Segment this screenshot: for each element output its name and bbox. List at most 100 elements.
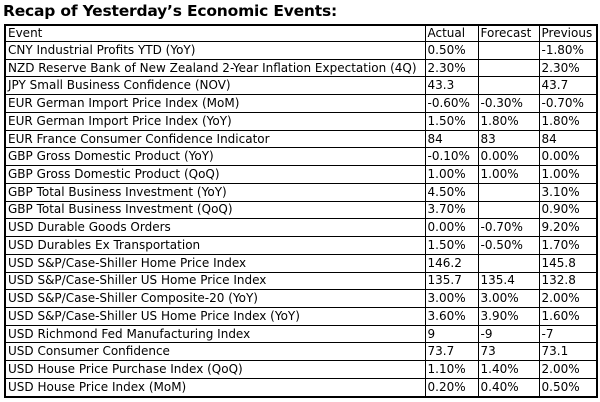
table-body: CNY Industrial Profits YTD (YoY) 0.50% -1.… [4,41,598,398]
actual-cell: -0.60% [424,94,479,113]
event-cell: USD S&P/Case-Shiller Home Price Index [4,253,426,273]
table-row: USD Durable Goods Orders 0.00% -0.70% 9.20% [4,218,598,238]
event-cell: USD House Price Index (MoM) [4,377,426,398]
forecast-cell: 3.90% [477,307,540,326]
table-row: USD S&P/Case-Shiller US Home Price Index… [4,307,598,326]
actual-cell: 0.00% [424,218,479,238]
previous-cell: -0.70% [538,94,598,113]
table-row: CNY Industrial Profits YTD (YoY) 0.50% -1.… [4,41,598,60]
page-title: Recap of Yesterday’s Economic Events: [3,2,338,20]
event-cell: USD Durables Ex Transportation [4,236,426,255]
column-header-event: Event [4,24,426,42]
column-header-actual: Actual [424,24,479,42]
event-cell: EUR German Import Price Index (MoM) [4,94,426,113]
previous-cell: 0.90% [538,200,598,220]
forecast-cell [477,76,540,96]
previous-cell: 132.8 [538,271,598,291]
forecast-cell [477,200,540,220]
previous-cell: 43.7 [538,76,598,96]
previous-cell: 2.30% [538,58,598,78]
table-row: USD S&P/Case-Shiller US Home Price Index… [4,271,598,291]
table-row: GBP Total Business Investment (QoQ) 3.70%… [4,200,598,220]
previous-cell: 145.8 [538,253,598,273]
event-cell: USD S&P/Case-Shiller US Home Price Index… [4,307,426,326]
actual-cell: 3.00% [424,289,479,309]
event-cell: NZD Reserve Bank of New Zealand 2-Year I… [4,58,426,78]
forecast-cell [477,253,540,273]
table-row: JPY Small Business Confidence (NOV) 43.3 4… [4,76,598,96]
forecast-cell: 73 [477,342,540,362]
actual-cell: 3.70% [424,200,479,220]
table-row: USD House Price Index (MoM) 0.20% 0.40% 0.5… [4,377,598,398]
event-cell: GBP Total Business Investment (YoY) [4,182,426,202]
previous-cell: 1.00% [538,165,598,184]
event-cell: CNY Industrial Profits YTD (YoY) [4,41,426,60]
table-header-row: Event Actual Forecast Previous [4,24,598,42]
table-row: USD Consumer Confidence 73.7 73 73.1 [4,342,598,362]
actual-cell: 43.3 [424,76,479,96]
forecast-cell [477,182,540,202]
actual-cell: 3.60% [424,307,479,326]
actual-cell: 1.10% [424,360,479,379]
forecast-cell: 135.4 [477,271,540,291]
actual-cell: 0.50% [424,41,479,60]
actual-cell: 146.2 [424,253,479,273]
forecast-cell: 1.80% [477,111,540,131]
table-row: EUR German Import Price Index (YoY) 1.50%… [4,111,598,131]
table-row: EUR France Consumer Confidence Indicator… [4,129,598,149]
actual-cell: 0.20% [424,377,479,398]
previous-cell: 9.20% [538,218,598,238]
previous-cell: 0.00% [538,147,598,167]
previous-cell: 2.00% [538,360,598,379]
previous-cell: 1.60% [538,307,598,326]
event-cell: GBP Gross Domestic Product (QoQ) [4,165,426,184]
previous-cell: 3.10% [538,182,598,202]
forecast-cell: 3.00% [477,289,540,309]
table-row: USD House Price Purchase Index (QoQ) 1.10… [4,360,598,379]
table-row: USD Richmond Fed Manufacturing Index 9 -9-… [4,324,598,344]
event-cell: EUR German Import Price Index (YoY) [4,111,426,131]
actual-cell: 9 [424,324,479,344]
table-row: USD S&P/Case-Shiller Home Price Index 146… [4,253,598,273]
forecast-cell [477,58,540,78]
event-cell: USD Consumer Confidence [4,342,426,362]
actual-cell: 84 [424,129,479,149]
forecast-cell: 0.40% [477,377,540,398]
event-cell: USD Durable Goods Orders [4,218,426,238]
previous-cell: 84 [538,129,598,149]
previous-cell: 1.70% [538,236,598,255]
forecast-cell: -0.50% [477,236,540,255]
previous-cell: -1.80% [538,41,598,60]
previous-cell: 0.50% [538,377,598,398]
forecast-cell: -9 [477,324,540,344]
actual-cell: 4.50% [424,182,479,202]
forecast-cell: 83 [477,129,540,149]
table-row: GBP Total Business Investment (YoY) 4.50%… [4,182,598,202]
column-header-forecast: Forecast [477,24,540,42]
actual-cell: -0.10% [424,147,479,167]
actual-cell: 73.7 [424,342,479,362]
table-row: EUR German Import Price Index (MoM) -0.60… [4,94,598,113]
event-cell: USD House Price Purchase Index (QoQ) [4,360,426,379]
table-row: NZD Reserve Bank of New Zealand 2-Year I… [4,58,598,78]
previous-cell: 1.80% [538,111,598,131]
table-row: GBP Gross Domestic Product (QoQ) 1.00% 1.0… [4,165,598,184]
event-cell: EUR France Consumer Confidence Indicator [4,129,426,149]
actual-cell: 1.50% [424,111,479,131]
previous-cell: 73.1 [538,342,598,362]
table-row: USD S&P/Case-Shiller Composite-20 (YoY) 3… [4,289,598,309]
event-cell: USD Richmond Fed Manufacturing Index [4,324,426,344]
forecast-cell: -0.70% [477,218,540,238]
forecast-cell: 0.00% [477,147,540,167]
event-cell: GBP Gross Domestic Product (YoY) [4,147,426,167]
actual-cell: 1.50% [424,236,479,255]
event-cell: GBP Total Business Investment (QoQ) [4,200,426,220]
forecast-cell: 1.40% [477,360,540,379]
event-cell: JPY Small Business Confidence (NOV) [4,76,426,96]
actual-cell: 135.7 [424,271,479,291]
event-cell: USD S&P/Case-Shiller Composite-20 (YoY) [4,289,426,309]
economic-events-table: Event Actual Forecast Previous CNY Industri… [4,24,598,398]
forecast-cell [477,41,540,60]
previous-cell: -7 [538,324,598,344]
